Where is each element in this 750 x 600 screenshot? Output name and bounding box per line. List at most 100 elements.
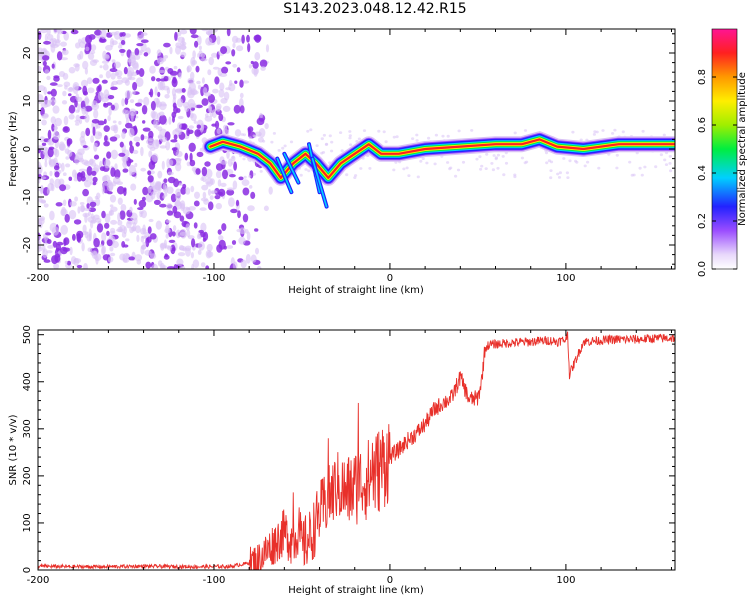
noise-blob [272, 132, 276, 135]
noise-blob [259, 112, 263, 119]
noise-blob [166, 186, 174, 194]
noise-blob [104, 222, 110, 229]
noise-blob [142, 242, 147, 247]
noise-blob [74, 98, 78, 108]
snr-y-tick-label: 500 [22, 325, 33, 344]
noise-blob [133, 198, 137, 205]
noise-blob [163, 254, 170, 260]
noise-blob [434, 133, 438, 137]
noise-blob [611, 132, 615, 135]
noise-blob [142, 120, 146, 124]
noise-blob [200, 262, 206, 268]
noise-blob [193, 120, 197, 124]
noise-blob [106, 102, 113, 106]
noise-blob [87, 52, 95, 60]
noise-blob [215, 170, 222, 179]
noise-blob [73, 219, 82, 225]
noise-blob [544, 151, 549, 155]
noise-blob [38, 246, 43, 252]
noise-blob [562, 157, 566, 160]
noise-blob [95, 197, 101, 207]
noise-blob [172, 225, 177, 232]
noise-blob [250, 254, 257, 263]
noise-blob [110, 167, 116, 178]
noise-blob [147, 186, 152, 194]
noise-blob [411, 137, 415, 141]
noise-blob [252, 61, 259, 69]
noise-blob [43, 40, 51, 45]
noise-blob [38, 85, 46, 92]
noise-blob [38, 31, 42, 40]
noise-blob [289, 140, 294, 144]
noise-blob [58, 141, 65, 151]
noise-blob [155, 139, 160, 147]
noise-blob [244, 229, 249, 234]
snr-y-tick-label: 200 [22, 466, 33, 485]
noise-blob [212, 66, 220, 70]
noise-blob [157, 126, 163, 132]
noise-blob [44, 160, 48, 168]
noise-blob [198, 50, 203, 57]
noise-blob [147, 137, 154, 141]
noise-blob [38, 217, 42, 228]
noise-blob [150, 100, 156, 111]
noise-blob [171, 247, 176, 252]
colorbar-label: Normalized spectral amplitude [737, 72, 748, 226]
noise-blob [103, 141, 110, 147]
noise-blob [178, 72, 182, 79]
noise-blob [43, 203, 49, 208]
noise-blob [102, 63, 109, 71]
noise-blob [68, 66, 76, 74]
noise-blob [69, 246, 73, 256]
noise-blob [217, 179, 222, 187]
snr-series-line [38, 331, 675, 570]
noise-blob [79, 135, 86, 144]
noise-blob [159, 242, 167, 249]
noise-blob [169, 46, 173, 55]
noise-blob [121, 98, 125, 107]
noise-blob [669, 169, 673, 173]
noise-blob [177, 115, 184, 120]
noise-blob [456, 168, 461, 172]
noise-blob [249, 185, 253, 189]
noise-blob [101, 79, 108, 84]
noise-blob [480, 164, 484, 168]
noise-blob [69, 201, 77, 207]
noise-blob [163, 76, 169, 82]
noise-blob [161, 160, 165, 170]
noise-blob [139, 210, 144, 215]
noise-blob [195, 168, 201, 175]
noise-blob [205, 265, 210, 269]
noise-blob [114, 163, 118, 171]
noise-blob [47, 182, 54, 191]
noise-blob [138, 49, 144, 53]
noise-blob [54, 178, 61, 189]
noise-blob [103, 89, 110, 99]
noise-blob [205, 37, 213, 46]
noise-blob [64, 148, 70, 155]
noise-blob [94, 29, 102, 36]
noise-blob [149, 88, 154, 98]
noise-blob [204, 115, 213, 122]
noise-blob [42, 60, 47, 67]
noise-blob [140, 39, 149, 43]
noise-blob [250, 191, 256, 199]
noise-blob [60, 224, 68, 235]
colorbar-ticks: 0.0 0.2 0.4 0.6 0.8 [697, 69, 737, 277]
noise-blob [56, 32, 60, 42]
figure-title: S143.2023.048.12.42.R15 [283, 1, 467, 17]
noise-blob [215, 202, 222, 210]
noise-blob [107, 115, 111, 122]
noise-blob [226, 245, 234, 249]
noise-blob [134, 48, 140, 56]
noise-blob [119, 224, 126, 233]
noise-blob [181, 88, 186, 93]
snr-plot-area [38, 331, 675, 570]
spectrogram-x-tick-label: 0 [387, 273, 393, 284]
noise-blob [621, 130, 625, 134]
noise-blob [182, 183, 187, 189]
noise-blob [188, 125, 194, 129]
noise-blob [74, 119, 81, 124]
noise-blob [156, 49, 162, 57]
noise-blob [222, 105, 231, 112]
